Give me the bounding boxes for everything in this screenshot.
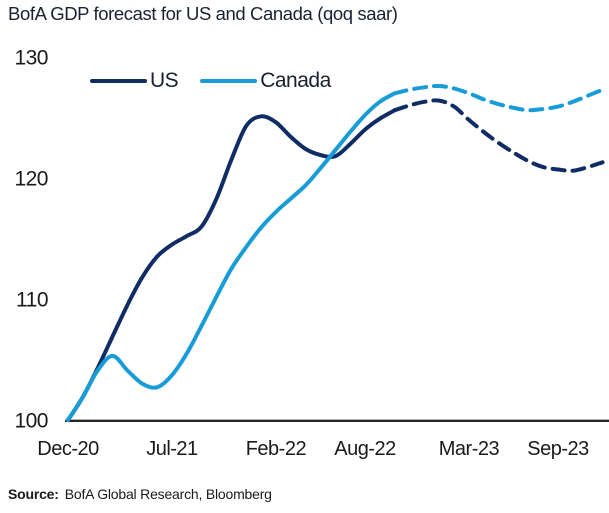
source-label: Source: [8,486,59,502]
y-axis-label: 110 [16,289,48,312]
chart-title: BofA GDP forecast for US and Canada (qoq… [8,3,398,24]
us-legend-line-swatch [90,79,147,83]
us-line-actual [66,108,397,422]
source-line: Source: BofA Global Research, Bloomberg [8,486,272,502]
legend-label-canada: Canada [260,69,331,92]
y-axis-label: 120 [14,168,48,191]
x-axis-label: Sep-23 [527,438,589,460]
source-text: BofA Global Research, Bloomberg [64,486,272,502]
canada-line-forecast [392,83,605,113]
x-axis-label: Jul-21 [146,438,198,460]
legend-label-us: US [150,69,179,92]
legend-item-canada: Canada [200,69,331,93]
y-axis-label: 100 [14,410,48,433]
canada-legend-line-swatch [200,79,258,83]
x-axis-label: Mar-23 [439,438,500,460]
x-axis-label: Dec-20 [37,438,99,460]
us-line-forecast [392,98,605,173]
x-axis-label: Feb-22 [246,438,307,460]
chart-legend: US Canada [90,69,331,93]
legend-item-us: US [90,69,179,93]
canada-line-actual [66,91,397,422]
y-axis-label: 130 [14,47,48,70]
x-axis-label: Aug-22 [334,438,396,460]
